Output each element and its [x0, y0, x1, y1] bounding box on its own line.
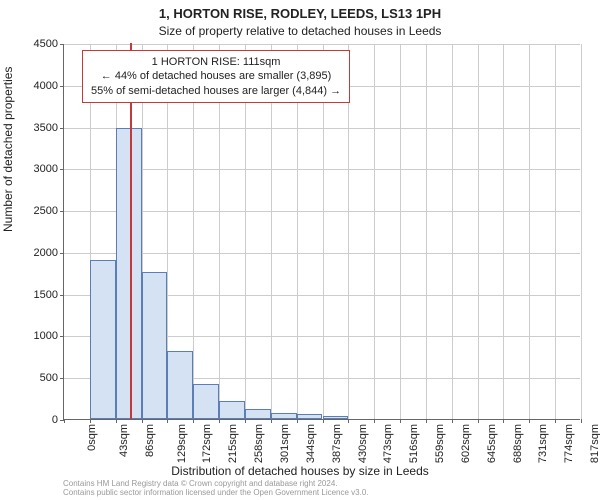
- y-tick-label: 3500: [8, 122, 58, 134]
- x-tick: [64, 419, 65, 423]
- histogram-bar: [142, 272, 168, 419]
- gridline-v: [581, 44, 582, 419]
- y-tick-label: 3000: [8, 163, 58, 175]
- y-tick: [60, 378, 64, 379]
- x-tick: [245, 419, 246, 423]
- gridline-v: [478, 44, 479, 419]
- x-tick-label: 172sqm: [202, 424, 214, 463]
- x-tick: [271, 419, 272, 423]
- annotation-box: 1 HORTON RISE: 111sqm ← 44% of detached …: [82, 50, 350, 103]
- chart-title: 1, HORTON RISE, RODLEY, LEEDS, LS13 1PH: [0, 6, 600, 21]
- x-tick-label: 344sqm: [305, 424, 317, 463]
- y-tick-label: 4500: [8, 38, 58, 50]
- x-tick-label: 86sqm: [144, 424, 156, 457]
- histogram-bar: [297, 414, 323, 419]
- x-tick: [581, 419, 582, 423]
- chart-container: 1, HORTON RISE, RODLEY, LEEDS, LS13 1PH …: [0, 0, 600, 500]
- x-tick-label: 215sqm: [227, 424, 239, 463]
- y-tick: [60, 169, 64, 170]
- x-tick: [219, 419, 220, 423]
- x-tick: [142, 419, 143, 423]
- chart-subtitle: Size of property relative to detached ho…: [0, 24, 600, 38]
- x-tick-label: 258sqm: [253, 424, 265, 463]
- x-tick: [529, 419, 530, 423]
- x-tick: [478, 419, 479, 423]
- histogram-bar: [271, 413, 297, 419]
- x-tick-label: 817sqm: [589, 424, 600, 463]
- annotation-line-1: 1 HORTON RISE: 111sqm: [91, 55, 341, 69]
- x-tick-label: 129sqm: [176, 424, 188, 463]
- gridline-v: [503, 44, 504, 419]
- x-tick-label: 43sqm: [118, 424, 130, 457]
- y-tick: [60, 295, 64, 296]
- x-tick: [90, 419, 91, 423]
- y-tick: [60, 211, 64, 212]
- gridline-v: [374, 44, 375, 419]
- histogram-bar: [219, 401, 245, 419]
- histogram-bar: [116, 128, 142, 419]
- histogram-bar: [167, 351, 193, 420]
- gridline-v: [452, 44, 453, 419]
- y-tick: [60, 336, 64, 337]
- y-tick-label: 1500: [8, 289, 58, 301]
- x-tick: [400, 419, 401, 423]
- x-tick: [348, 419, 349, 423]
- x-tick: [503, 419, 504, 423]
- x-tick: [116, 419, 117, 423]
- x-tick: [452, 419, 453, 423]
- y-tick-label: 4000: [8, 80, 58, 92]
- annotation-line-3: 55% of semi-detached houses are larger (…: [91, 84, 341, 98]
- x-tick-label: 645sqm: [486, 424, 498, 463]
- gridline-v: [400, 44, 401, 419]
- y-tick-label: 500: [8, 372, 58, 384]
- x-tick-label: 301sqm: [279, 424, 291, 463]
- y-tick: [60, 253, 64, 254]
- x-tick-label: 602sqm: [460, 424, 472, 463]
- x-tick: [426, 419, 427, 423]
- x-tick-label: 0sqm: [86, 424, 98, 451]
- x-tick: [555, 419, 556, 423]
- x-tick: [323, 419, 324, 423]
- x-axis-label: Distribution of detached houses by size …: [0, 464, 600, 478]
- x-tick-label: 731sqm: [538, 424, 550, 463]
- y-tick-label: 0: [8, 414, 58, 426]
- y-tick-label: 1000: [8, 330, 58, 342]
- x-tick-label: 387sqm: [331, 424, 343, 463]
- x-tick: [297, 419, 298, 423]
- x-tick-label: 473sqm: [382, 424, 394, 463]
- attribution: Contains HM Land Registry data © Crown c…: [63, 480, 369, 498]
- x-tick-label: 688sqm: [512, 424, 524, 463]
- y-tick-label: 2000: [8, 247, 58, 259]
- x-tick-label: 774sqm: [563, 424, 575, 463]
- gridline-v: [555, 44, 556, 419]
- histogram-bar: [90, 260, 116, 419]
- histogram-bar: [323, 416, 349, 419]
- histogram-bar: [245, 409, 271, 419]
- annotation-line-2: ← 44% of detached houses are smaller (3,…: [91, 69, 341, 83]
- y-tick: [60, 44, 64, 45]
- gridline-v: [529, 44, 530, 419]
- x-tick: [167, 419, 168, 423]
- histogram-bar: [193, 384, 219, 419]
- y-tick-label: 2500: [8, 205, 58, 217]
- x-tick-label: 559sqm: [434, 424, 446, 463]
- y-tick: [60, 128, 64, 129]
- x-tick: [374, 419, 375, 423]
- y-tick: [60, 86, 64, 87]
- x-tick-label: 430sqm: [357, 424, 369, 463]
- x-tick-label: 516sqm: [408, 424, 420, 463]
- x-tick: [193, 419, 194, 423]
- attribution-line-2: Contains public sector information licen…: [63, 489, 369, 498]
- gridline-v: [426, 44, 427, 419]
